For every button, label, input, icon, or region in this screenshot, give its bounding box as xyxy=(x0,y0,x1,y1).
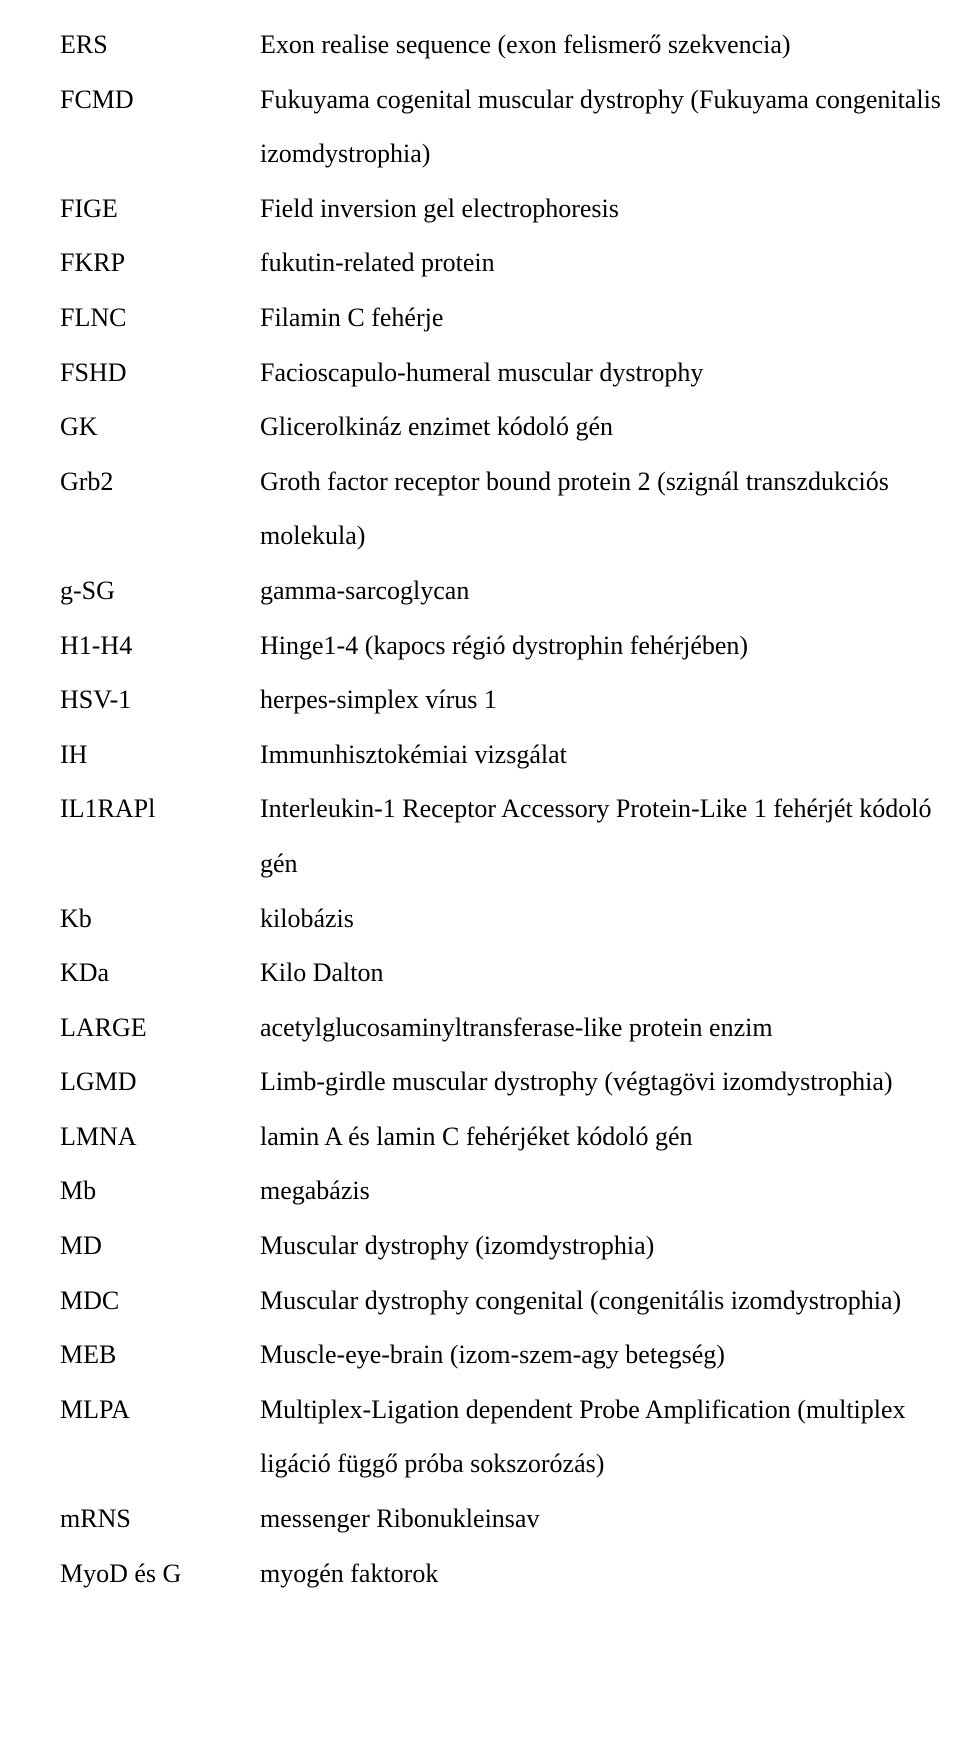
glossary-row: H1-H4Hinge1-4 (kapocs régió dystrophin f… xyxy=(60,619,950,674)
glossary-row: IHImmunhisztokémiai vizsgálat xyxy=(60,728,950,783)
glossary-row: IL1RAPlInterleukin-1 Receptor Accessory … xyxy=(60,782,950,891)
abbr-term: HSV-1 xyxy=(60,673,260,728)
glossary-row: Grb2Groth factor receptor bound protein … xyxy=(60,455,950,564)
abbr-term: FSHD xyxy=(60,346,260,401)
glossary-row: Mbmegabázis xyxy=(60,1164,950,1219)
abbr-definition: Limb-girdle muscular dystrophy (végtagöv… xyxy=(260,1055,950,1110)
abbr-term: FLNC xyxy=(60,291,260,346)
glossary-row: LARGEacetylglucosaminyltransferase-like … xyxy=(60,1001,950,1056)
abbr-term: g-SG xyxy=(60,564,260,619)
abbr-term: FCMD xyxy=(60,73,260,128)
abbr-term: LMNA xyxy=(60,1110,260,1165)
glossary-row: mRNSmessenger Ribonukleinsav xyxy=(60,1492,950,1547)
abbr-definition: Immunhisztokémiai vizsgálat xyxy=(260,728,950,783)
glossary-row: MLPAMultiplex-Ligation dependent Probe A… xyxy=(60,1383,950,1492)
abbr-definition: fukutin-related protein xyxy=(260,236,950,291)
abbr-term: IL1RAPl xyxy=(60,782,260,837)
glossary-row: MDCMuscular dystrophy congenital (congen… xyxy=(60,1274,950,1329)
abbr-term: MLPA xyxy=(60,1383,260,1438)
glossary-row: FCMDFukuyama cogenital muscular dystroph… xyxy=(60,73,950,182)
glossary-row: FSHDFacioscapulo-humeral muscular dystro… xyxy=(60,346,950,401)
abbr-definition: lamin A és lamin C fehérjéket kódoló gén xyxy=(260,1110,950,1165)
glossary-row: MDMuscular dystrophy (izomdystrophia) xyxy=(60,1219,950,1274)
glossary-row: GKGlicerolkináz enzimet kódoló gén xyxy=(60,400,950,455)
abbr-definition: myogén faktorok xyxy=(260,1547,950,1602)
glossary-row: Kbkilobázis xyxy=(60,892,950,947)
abbr-definition: Muscular dystrophy congenital (congenitá… xyxy=(260,1274,950,1329)
glossary-row: LGMDLimb-girdle muscular dystrophy (végt… xyxy=(60,1055,950,1110)
abbr-term: Mb xyxy=(60,1164,260,1219)
abbr-term: MyoD és G xyxy=(60,1547,260,1602)
abbr-definition: kilobázis xyxy=(260,892,950,947)
abbr-definition: Interleukin-1 Receptor Accessory Protein… xyxy=(260,782,950,891)
abbr-term: MD xyxy=(60,1219,260,1274)
glossary-row: MyoD és Gmyogén faktorok xyxy=(60,1547,950,1602)
glossary-row: FLNCFilamin C fehérje xyxy=(60,291,950,346)
glossary-row: MEBMuscle-eye-brain (izom-szem-agy beteg… xyxy=(60,1328,950,1383)
abbr-term: Grb2 xyxy=(60,455,260,510)
abbr-term: Kb xyxy=(60,892,260,947)
abbr-definition: Hinge1-4 (kapocs régió dystrophin fehérj… xyxy=(260,619,950,674)
glossary-row: FIGEField inversion gel electrophoresis xyxy=(60,182,950,237)
glossary-row: FKRPfukutin-related protein xyxy=(60,236,950,291)
abbr-definition: Filamin C fehérje xyxy=(260,291,950,346)
abbr-term: MDC xyxy=(60,1274,260,1329)
abbr-term: ERS xyxy=(60,18,260,73)
abbr-term: H1-H4 xyxy=(60,619,260,674)
abbr-term: IH xyxy=(60,728,260,783)
abbr-definition: Exon realise sequence (exon felismerő sz… xyxy=(260,18,950,73)
abbr-definition: messenger Ribonukleinsav xyxy=(260,1492,950,1547)
glossary-row: KDaKilo Dalton xyxy=(60,946,950,1001)
abbr-term: FKRP xyxy=(60,236,260,291)
glossary-row: ERSExon realise sequence (exon felismerő… xyxy=(60,18,950,73)
abbr-definition: Glicerolkináz enzimet kódoló gén xyxy=(260,400,950,455)
glossary-row: LMNAlamin A és lamin C fehérjéket kódoló… xyxy=(60,1110,950,1165)
abbr-term: MEB xyxy=(60,1328,260,1383)
glossary-row: g-SGgamma-sarcoglycan xyxy=(60,564,950,619)
abbr-term: LARGE xyxy=(60,1001,260,1056)
abbr-definition: Muscular dystrophy (izomdystrophia) xyxy=(260,1219,950,1274)
abbr-definition: Field inversion gel electrophoresis xyxy=(260,182,950,237)
abbr-definition: megabázis xyxy=(260,1164,950,1219)
abbr-definition: Groth factor receptor bound protein 2 (s… xyxy=(260,455,950,564)
abbr-definition: Fukuyama cogenital muscular dystrophy (F… xyxy=(260,73,950,182)
abbr-definition: herpes-simplex vírus 1 xyxy=(260,673,950,728)
abbr-definition: acetylglucosaminyltransferase-like prote… xyxy=(260,1001,950,1056)
abbr-term: LGMD xyxy=(60,1055,260,1110)
abbreviation-list: ERSExon realise sequence (exon felismerő… xyxy=(0,0,960,1741)
abbr-term: FIGE xyxy=(60,182,260,237)
abbr-definition: gamma-sarcoglycan xyxy=(260,564,950,619)
abbr-definition: Multiplex-Ligation dependent Probe Ampli… xyxy=(260,1383,950,1492)
abbr-term: KDa xyxy=(60,946,260,1001)
glossary-row: HSV-1herpes-simplex vírus 1 xyxy=(60,673,950,728)
abbr-term: GK xyxy=(60,400,260,455)
abbr-definition: Facioscapulo-humeral muscular dystrophy xyxy=(260,346,950,401)
abbr-definition: Muscle-eye-brain (izom-szem-agy betegség… xyxy=(260,1328,950,1383)
abbr-definition: Kilo Dalton xyxy=(260,946,950,1001)
abbr-term: mRNS xyxy=(60,1492,260,1547)
